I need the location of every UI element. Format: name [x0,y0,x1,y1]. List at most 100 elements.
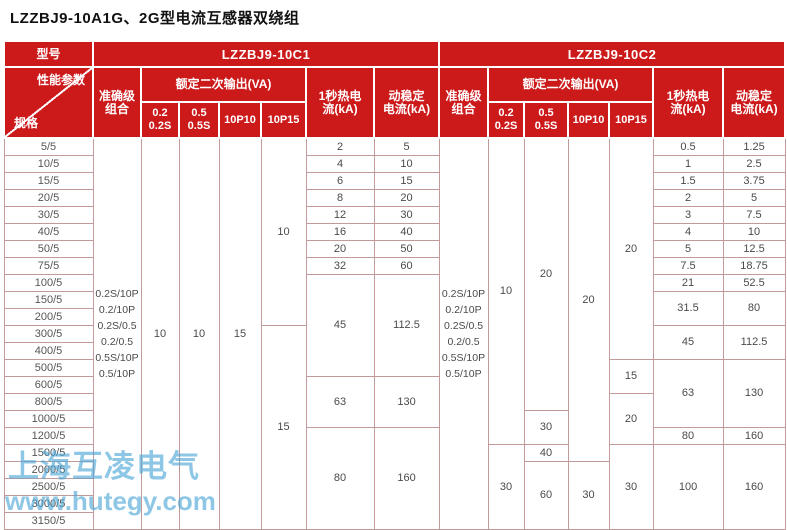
c2-10p15-cell: 20 [608,137,654,360]
c2-thermal-cell: 7.5 [652,256,724,275]
c2-10p10-cell: 20 [567,137,610,462]
table-row: 1500/5 30 40 30 100 160 [3,443,786,530]
c1-thermal-cell: 8 [305,188,375,207]
c1-dynamic-cell: 130 [373,375,440,428]
c2-thermal-header: 1秒热电 流(kA) [652,66,725,139]
c2-dynamic-header: 动稳定 电流(kA) [722,66,787,139]
c2-dynamic-cell: 160 [722,443,786,530]
c1-thermal-cell: 4 [305,154,375,173]
spec-table: 型号 LZZBJ9-10C1 LZZBJ9-10C2 性能参数 规格 准确级 组… [3,40,787,530]
c2-va05-cell: 30 [523,409,569,445]
c2-10p15-cell: 20 [608,392,654,445]
table-row: 200/5 [3,307,785,326]
header-row-model: 型号 LZZBJ9-10C1 LZZBJ9-10C2 [3,40,787,68]
c2-dynamic-cell: 10 [722,222,786,241]
c2-dynamic-cell: 7.5 [722,205,786,224]
spec-cell: 10/5 [3,154,94,173]
c1-dynamic-cell: 40 [373,222,440,241]
c1-dynamic-cell: 160 [373,426,440,530]
spec-cell: 2000/5 [3,460,94,479]
c1-dynamic-cell: 5 [373,137,440,156]
c2-dynamic-cell: 80 [722,290,786,326]
c1-sub-02: 0.2 0.2S [140,101,180,139]
c1-model-header: LZZBJ9-10C1 [91,40,441,68]
spec-cell: 400/5 [3,341,94,360]
spec-cell: 1200/5 [3,426,94,445]
c2-dynamic-cell: 130 [722,358,786,428]
c1-dynamic-cell: 15 [373,171,440,190]
c2-dynamic-cell: 3.75 [722,171,786,190]
c1-dynamic-cell: 50 [373,239,440,258]
spec-cell: 3150/5 [3,511,94,530]
table-row: 3150/5 [3,511,785,530]
c2-thermal-cell: 1.5 [652,171,724,190]
table-row: 1000/5 30 [3,409,785,445]
c1-accuracy-cell: 0.2S/10P 0.2/10P 0.2S/0.5 0.2/0.5 0.5S/10P 0… [92,137,142,530]
c1-thermal-cell: 80 [305,426,375,530]
c2-dynamic-cell: 12.5 [722,239,786,258]
c2-va05-cell: 60 [523,460,569,530]
header-row-groups: 性能参数 规格 准确级 组合 额定二次输出(VA) 1秒热电 流(kA) 动稳定… [3,66,787,139]
c2-thermal-cell: 4 [652,222,724,241]
c1-10p15-cell: 10 [260,137,307,326]
c1-va02-cell: 10 [140,137,180,530]
table-row: 2500/5 [3,477,785,496]
c2-dynamic-cell: 160 [722,426,786,445]
c2-va02-cell: 10 [487,137,525,445]
c2-thermal-cell: 1 [652,154,724,173]
table-row: 20/5 8 20 2 5 [3,188,786,207]
c2-sub-10p10: 10P10 [567,101,611,139]
c2-thermal-cell: 2 [652,188,724,207]
c1-thermal-header: 1秒热电 流(kA) [305,66,375,139]
table-row: 1200/5 80 160 80 160 [3,426,786,530]
c2-accuracy-header: 准确级 组合 [438,66,490,139]
spec-cell: 150/5 [3,290,94,309]
c2-dynamic-cell: 2.5 [722,154,786,173]
c2-thermal-cell: 80 [652,426,724,445]
c2-thermal-cell: 100 [652,443,724,530]
spec-cell: 5/5 [3,137,94,156]
spec-cell: 600/5 [3,375,94,394]
table-row: 500/5 15 63 130 [3,358,786,428]
c1-thermal-cell: 6 [305,171,375,190]
table-row: 2000/5 60 30 [3,460,785,530]
c2-va05-cell: 20 [523,137,569,411]
table-row: 300/5 15 45 112.5 [3,324,786,530]
c2-va-header: 额定二次输出(VA) [487,66,655,103]
c2-va02-cell: 30 [487,443,525,530]
c1-va-header: 额定二次输出(VA) [140,66,307,103]
table-row: 75/5 32 60 7.5 18.75 [3,256,786,275]
c2-thermal-cell: 0.5 [652,137,724,156]
c1-10p15-cell: 15 [260,324,307,530]
c1-thermal-cell: 45 [305,273,375,377]
spec-cell: 40/5 [3,222,94,241]
c1-sub-05: 0.5 0.5S [178,101,220,139]
spec-cell: 500/5 [3,358,94,377]
spec-cell: 50/5 [3,239,94,258]
c1-thermal-cell: 63 [305,375,375,428]
c1-dynamic-cell: 30 [373,205,440,224]
table-row: 800/5 20 [3,392,785,445]
c2-10p15-cell: 15 [608,358,654,394]
c2-sub-10p15: 10P15 [608,101,655,139]
c1-sub-10p10: 10P10 [218,101,262,139]
spec-cell: 100/5 [3,273,94,292]
c1-accuracy-header: 准确级 组合 [92,66,142,139]
table-row: 30/5 12 30 3 7.5 [3,205,786,224]
c1-thermal-cell: 2 [305,137,375,156]
c1-dynamic-cell: 10 [373,154,440,173]
spec-cell: 20/5 [3,188,94,207]
corner-diagonal-cell: 性能参数 规格 [3,66,94,139]
spec-cell: 3000/5 [3,494,94,513]
c1-va05-cell: 10 [178,137,220,530]
model-label: 型号 [3,40,94,68]
c2-accuracy-cell: 0.2S/10P 0.2/10P 0.2S/0.5 0.2/0.5 0.5S/10P 0… [438,137,489,530]
spec-cell: 1000/5 [3,409,94,428]
c2-sub-02: 0.2 0.2S [487,101,526,139]
c2-10p15-cell: 30 [608,443,654,530]
header-row-sub: 0.2 0.2S 0.5 0.5S 10P10 10P15 0.2 0.2S 0.5 0… [4,101,785,139]
c2-thermal-cell: 3 [652,205,724,224]
spec-cell: 2500/5 [3,477,94,496]
c1-thermal-cell: 12 [305,205,375,224]
